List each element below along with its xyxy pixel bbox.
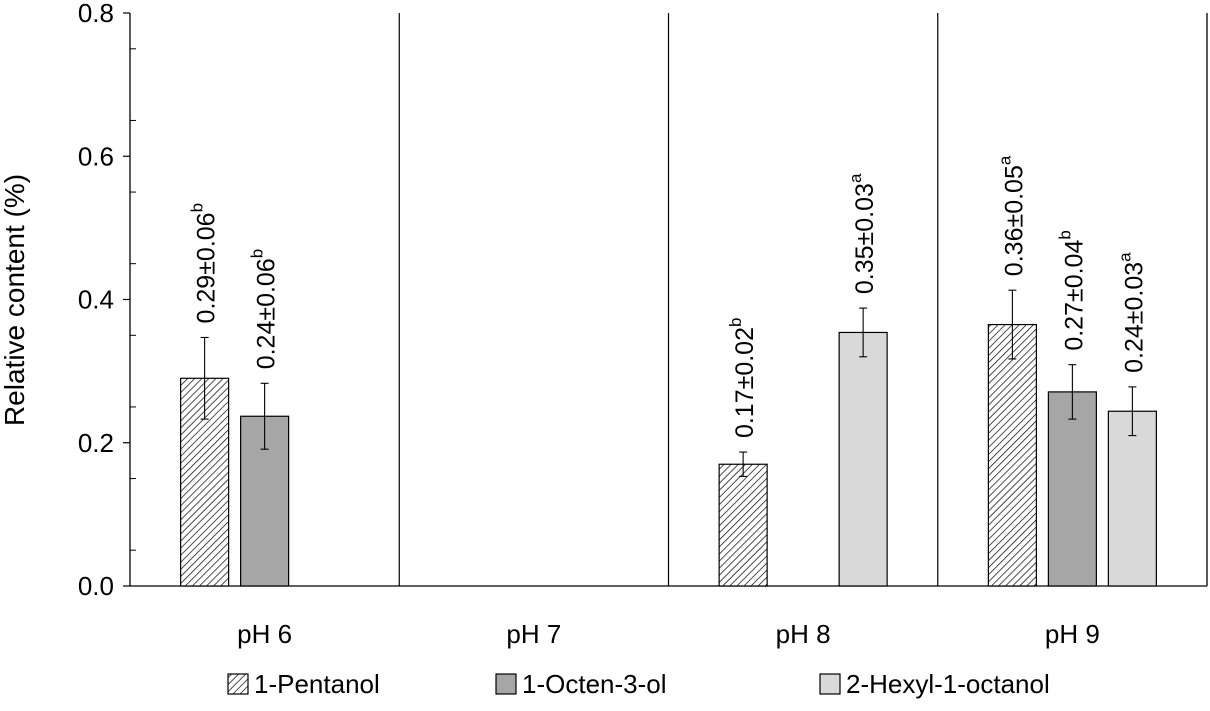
y-tick-label: 0.4 [78, 285, 114, 315]
bar [1047, 391, 1097, 587]
x-tick-label: pH 8 [776, 619, 831, 649]
y-tick-label: 0.8 [78, 0, 114, 28]
data-label-value: 0.27±0.04 [1060, 240, 1088, 351]
data-label: 0.36±0.05a [995, 155, 1028, 276]
y-axis-title: Relative content (%) [0, 174, 30, 426]
data-label-significance: b [248, 249, 267, 258]
legend-label: 1-Octen-3-ol [522, 669, 667, 699]
data-label-value: 0.24±0.03 [1120, 262, 1148, 373]
data-label: 0.24±0.03a [1115, 252, 1148, 373]
x-tick-label: pH 7 [506, 619, 561, 649]
y-tick-label: 0.6 [78, 141, 114, 171]
data-label-value: 0.17±0.02 [731, 327, 759, 438]
legend-label: 2-Hexyl-1-octanol [846, 669, 1050, 699]
data-label: 0.27±0.04b [1055, 230, 1088, 351]
data-label: 0.24±0.06b [248, 249, 281, 370]
data-label-value: 0.36±0.05 [1000, 165, 1028, 276]
data-label-value: 0.24±0.06 [253, 258, 281, 369]
data-label-significance: a [995, 155, 1014, 165]
legend-swatch [819, 673, 841, 695]
data-label-value: 0.35±0.03 [851, 183, 879, 294]
legend-label: 1-Pentanol [254, 669, 380, 699]
plot-area: 0.0 0.2 0.4 0.6 0.8 pH 6 pH 7 pH 8 pH 9 0.29±0.06… [78, 0, 1208, 649]
data-label: 0.35±0.03a [846, 173, 879, 294]
bar [718, 463, 768, 587]
bar [987, 323, 1037, 587]
bar [1107, 410, 1157, 587]
data-label-significance: b [1055, 230, 1074, 239]
x-tick-label: pH 9 [1045, 619, 1100, 649]
data-label-significance: a [846, 173, 865, 183]
y-tick-label: 0.2 [78, 428, 114, 458]
x-tick-label: pH 6 [237, 619, 292, 649]
bar [838, 331, 888, 587]
data-label: 0.29±0.06b [188, 203, 221, 324]
data-label-significance: b [188, 203, 207, 212]
data-label-significance: b [726, 318, 745, 327]
data-label-value: 0.29±0.06 [193, 212, 221, 323]
data-label: 0.17±0.02b [726, 318, 759, 439]
y-tick-label: 0.0 [78, 571, 114, 601]
data-label-significance: a [1115, 252, 1134, 262]
legend-swatch [495, 673, 517, 695]
legend: 1-Pentanol 1-Octen-3-ol 2-Hexyl-1-octanol [227, 669, 1050, 699]
legend-swatch [227, 673, 249, 695]
